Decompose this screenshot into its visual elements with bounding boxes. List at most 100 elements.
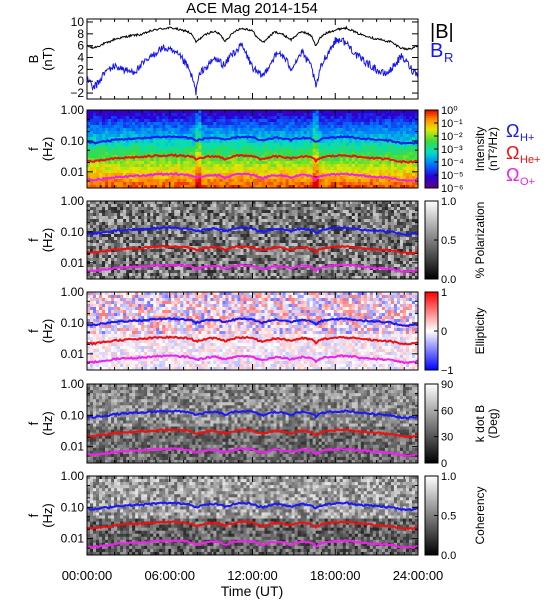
heatmap-cell <box>315 113 320 117</box>
heatmap-cell <box>99 116 103 120</box>
heatmap-cell <box>294 231 299 235</box>
heatmap-cell <box>177 161 181 165</box>
heatmap-cell <box>336 143 341 147</box>
heatmap-cell <box>165 240 169 244</box>
heatmap-cell <box>126 122 130 126</box>
heatmap-cell <box>192 113 196 117</box>
heatmap-cell <box>114 213 118 217</box>
heatmap-cell <box>162 231 166 235</box>
heatmap-cell <box>234 222 238 226</box>
heatmap-cell <box>129 149 133 153</box>
heatmap-cell <box>147 140 151 144</box>
heatmap-cell <box>138 122 142 126</box>
heatmap-cell <box>237 137 241 141</box>
heatmap-cell <box>195 219 199 223</box>
heatmap-cell <box>255 167 259 171</box>
heatmap-cell <box>114 258 118 262</box>
heatmap-cell <box>318 176 323 180</box>
heatmap-cell <box>285 122 290 126</box>
heatmap-cell <box>279 125 283 129</box>
heatmap-cell <box>102 255 106 259</box>
heatmap-cell <box>381 161 386 165</box>
heatmap-cell <box>189 201 193 205</box>
heatmap-cell <box>174 149 178 153</box>
heatmap-cell <box>219 155 223 159</box>
heatmap-cell <box>114 225 118 229</box>
heatmap-cell <box>207 210 211 214</box>
heatmap-cell <box>285 234 290 238</box>
heatmap-cell <box>198 225 202 229</box>
heatmap-cell <box>135 237 139 241</box>
heatmap-cell <box>144 146 148 150</box>
heatmap-cell <box>129 207 133 211</box>
heatmap-cell <box>261 119 265 123</box>
heatmap-cell <box>237 125 241 129</box>
heatmap-cell <box>198 219 202 223</box>
heatmap-cell <box>141 201 145 205</box>
heatmap-cell <box>327 164 332 168</box>
heatmap-cell <box>156 113 160 117</box>
heatmap-cell <box>147 222 151 226</box>
heatmap-cell <box>261 243 265 247</box>
heatmap-cell <box>162 113 166 117</box>
heatmap-cell <box>183 207 187 211</box>
heatmap-cell <box>111 231 115 235</box>
heatmap-cell <box>198 161 202 165</box>
heatmap-cell <box>240 164 244 168</box>
heatmap-cell <box>165 204 169 208</box>
heatmap-cell <box>99 113 103 117</box>
heatmap-cell <box>189 213 193 217</box>
heatmap-cell <box>369 119 374 123</box>
heatmap-cell <box>372 152 377 156</box>
heatmap-cell <box>243 234 247 238</box>
heatmap-cell <box>261 116 265 120</box>
heatmap-cell <box>285 225 290 229</box>
heatmap-cell <box>135 243 139 247</box>
heatmap-cell <box>216 167 220 171</box>
heatmap-cell <box>204 231 208 235</box>
heatmap-cell <box>297 219 302 223</box>
heatmap-cell <box>189 113 193 117</box>
heatmap-cell <box>189 119 193 123</box>
heatmap-cell <box>234 273 238 277</box>
heatmap-cell <box>225 131 229 135</box>
heatmap-cell <box>324 140 329 144</box>
heatmap-cell <box>336 167 341 171</box>
heatmap-cell <box>147 116 151 120</box>
heatmap-cell <box>336 110 341 114</box>
heatmap-cell <box>216 143 220 147</box>
heatmap-cell <box>249 146 253 150</box>
heatmap-cell <box>240 128 244 132</box>
heatmap-cell <box>96 146 100 150</box>
heatmap-cell <box>231 140 235 144</box>
heatmap-cell <box>114 276 118 280</box>
heatmap-cell <box>210 161 214 165</box>
heatmap-cell <box>96 213 100 217</box>
heatmap-cell <box>93 261 97 265</box>
heatmap-cell <box>210 234 214 238</box>
heatmap-cell <box>276 213 280 217</box>
heatmap-cell <box>246 258 250 262</box>
heatmap-cell <box>324 158 329 162</box>
heatmap-cell <box>390 113 395 117</box>
heatmap-cell <box>105 243 109 247</box>
heatmap-cell <box>261 161 265 165</box>
heatmap-cell <box>147 179 151 183</box>
heatmap-cell <box>99 243 103 247</box>
heatmap-cell <box>297 276 302 280</box>
heatmap-cell <box>93 273 97 277</box>
heatmap-cell <box>339 152 344 156</box>
heatmap-cell <box>111 152 115 156</box>
heatmap-cell <box>177 119 181 123</box>
heatmap-cell <box>360 179 365 183</box>
heatmap-cell <box>402 161 407 165</box>
heatmap-cell <box>249 222 253 226</box>
heatmap-cell <box>111 128 115 132</box>
heatmap-cell <box>234 228 238 232</box>
heatmap-cell <box>285 258 290 262</box>
heatmap-cell <box>123 140 127 144</box>
heatmap-cell <box>123 143 127 147</box>
heatmap-cell <box>321 170 326 174</box>
heatmap-cell <box>141 116 145 120</box>
heatmap-cell <box>144 176 148 180</box>
